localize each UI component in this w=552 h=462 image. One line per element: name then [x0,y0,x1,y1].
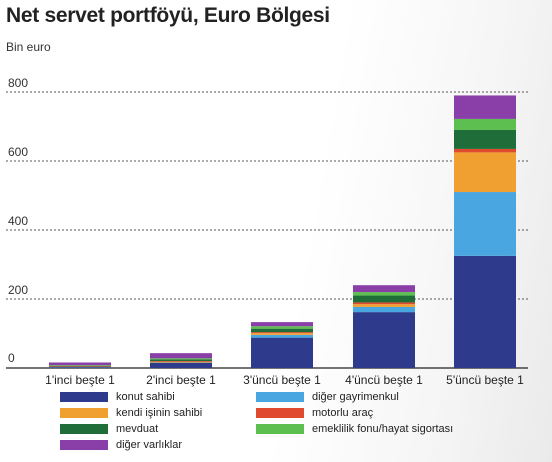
bar-segment [454,152,516,193]
bar-segment [251,328,313,333]
legend-item: motorlu araç [256,406,373,420]
bar-segment [251,326,313,329]
bar-segment [49,366,111,368]
bar-segment [353,292,415,296]
bar-segment [454,95,516,119]
bar-segment [454,192,516,256]
legend-item: emeklilik fonu/hayat sigortası [256,422,453,436]
legend-label: konut sahibi [116,391,175,403]
bar-segment [150,361,212,362]
bar-segment [49,362,111,366]
legend-swatch [60,392,108,402]
bar-segment [353,295,415,303]
legend-label: emeklilik fonu/hayat sigortası [312,423,454,435]
x-tick-label: 3'üncü beşte 1 [243,373,321,387]
bar-segment [150,353,212,359]
legend-label: diğer gayrimenkul [312,391,399,403]
bar-segment [454,148,516,153]
bar-segment [49,365,111,367]
bar-segment [353,304,415,307]
y-tick-label: 400 [8,214,28,228]
y-tick-labels: 0 200 400 600 800 [8,76,28,365]
x-tick-label: 1'inci beşte 1 [45,373,115,387]
x-tick-label: 4'üncü beşte 1 [345,373,423,387]
legend-swatch [60,440,108,450]
legend: konut sahibi diğer gayrimenkul kendi işini… [60,390,540,460]
x-tick-labels: 1'inci beşte 1 2'inci beşte 1 3'üncü beşte… [45,373,524,387]
bar-segment [49,366,111,368]
bar-segment [150,362,212,368]
bar-segment [454,255,516,368]
legend-item: konut sahibi [60,390,175,404]
bar-segment [454,129,516,149]
bar-segment [150,361,212,363]
x-tick-label: 2'inci beşte 1 [146,373,216,387]
bar-segment [353,306,415,313]
bar-segment [150,358,212,360]
x-tick-label: 5'üncü beşte 1 [446,373,524,387]
legend-swatch [256,408,304,418]
legend-swatch [60,424,108,434]
bar-segment [454,118,516,130]
legend-item: kendi işinin sahibi [60,406,202,420]
legend-swatch [60,408,108,418]
bar-segment [251,332,313,334]
y-tick-label: 800 [8,76,28,90]
bars [49,95,516,368]
bar-segment [150,359,212,362]
bar-segment [251,322,313,327]
legend-swatch [256,392,304,402]
legend-item: diğer varlıklar [60,438,182,452]
legend-label: kendi işinin sahibi [116,407,203,419]
legend-label: mevduat [116,423,159,435]
y-tick-label: 0 [8,351,15,365]
chart-title: Net servet portföyü, Euro Bölgesi [6,4,330,27]
legend-swatch [256,424,304,434]
bar-segment [353,285,415,293]
bar-segment [353,312,415,368]
legend-label: motorlu araç [312,407,374,419]
bar-segment [353,302,415,305]
bar-segment [251,337,313,368]
legend-item: mevduat [60,422,158,436]
bar-segment [251,333,313,335]
y-axis-unit-label: Bin euro [6,40,51,54]
bar-segment [251,334,313,338]
y-tick-label: 600 [8,145,28,159]
legend-label: diğer varlıklar [116,439,183,451]
y-tick-label: 200 [8,283,28,297]
legend-item: diğer gayrimenkul [256,390,399,404]
